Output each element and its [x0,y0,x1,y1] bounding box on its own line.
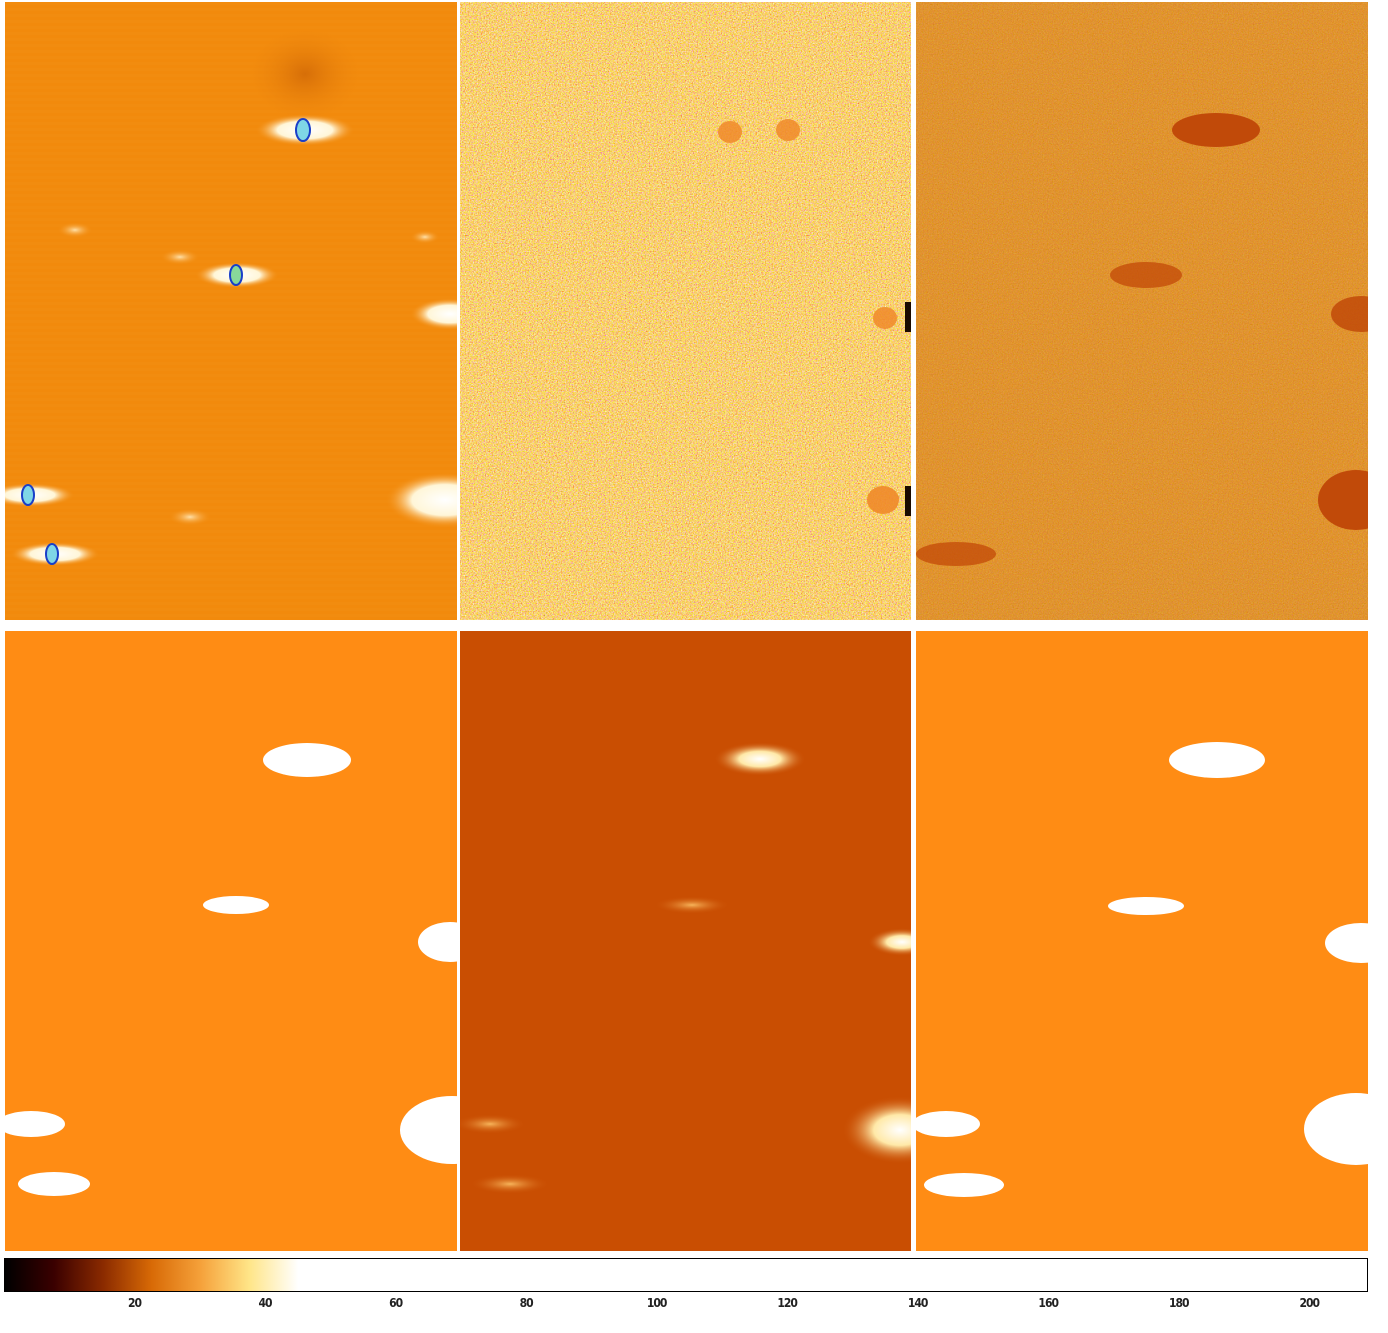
panel-top-left-image [5,2,457,620]
panel-top-middle-image [460,2,911,620]
colorbar-tick-200: 200 [1299,1296,1320,1310]
source-contour-1 [295,118,311,142]
colorbar-tick-20: 20 [128,1296,142,1310]
colorbar-tick-120: 120 [777,1296,798,1310]
image-residual-noise [916,2,1368,620]
colorbar-tick-labels: 20 40 60 80 100 120 140 160 180 200 [4,1296,1368,1326]
colorbar-tick-180: 180 [1168,1296,1190,1310]
colorbar-tick-80: 80 [519,1296,534,1310]
panel-top-right-image [916,2,1368,620]
source-contour-3 [21,484,35,506]
image-model-sources [460,631,911,1251]
panel-bottom-left-image [5,631,457,1251]
source-contour-4 [45,543,59,565]
image-smoothed-sources [5,2,457,620]
image-source-mask-2 [916,631,1368,1251]
image-noise-field [460,2,911,620]
colorbar-tick-60: 60 [389,1296,403,1310]
source-contour-2 [229,264,243,286]
image-source-mask [5,631,457,1251]
panel-bottom-right-image [916,631,1368,1251]
panel-bottom-middle-image [460,631,911,1251]
colorbar-tick-100: 100 [646,1296,668,1310]
colorbar-tick-140: 140 [907,1296,929,1310]
colorbar [4,1258,1368,1292]
colorbar-tick-40: 40 [258,1296,273,1310]
colorbar-tick-160: 160 [1038,1296,1059,1310]
